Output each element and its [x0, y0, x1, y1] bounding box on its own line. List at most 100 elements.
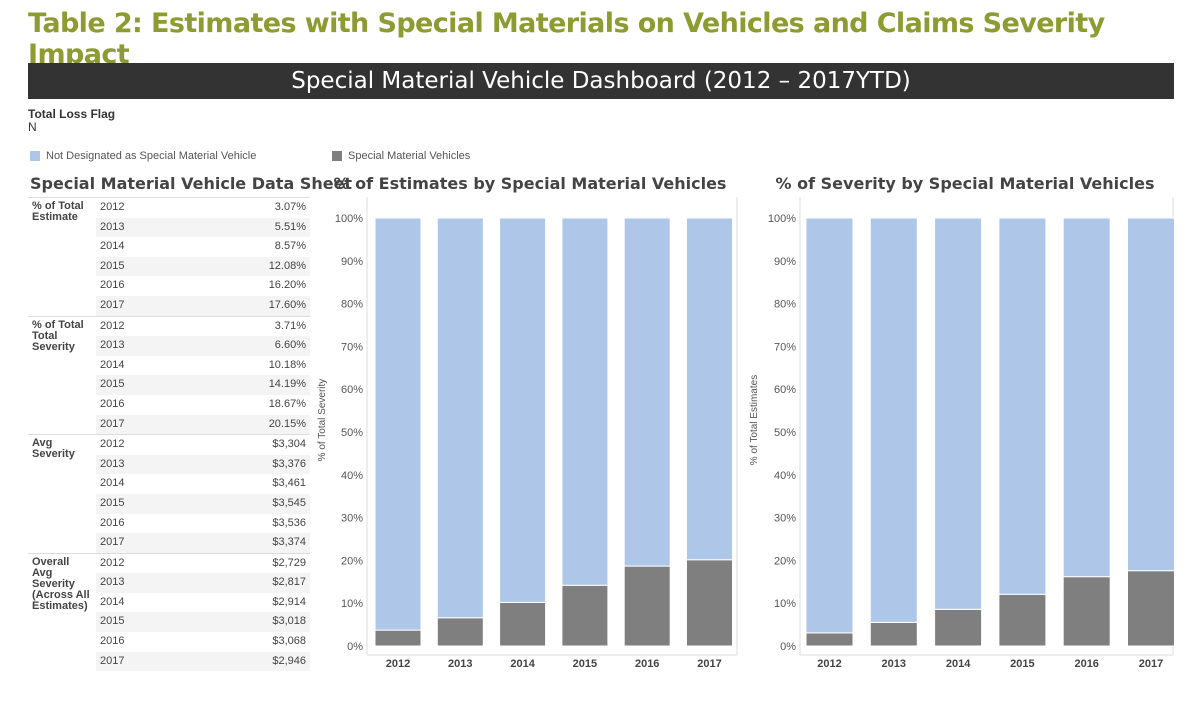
- value-cell: $3,018: [185, 612, 310, 633]
- group-label: % of Total Total Severity: [28, 315, 96, 435]
- y-tick-label: 50%: [341, 427, 363, 439]
- table-row: 2014 8.57%: [28, 237, 310, 257]
- year-cell: 2017: [96, 651, 186, 672]
- value-cell: 10.18%: [268, 358, 306, 371]
- bar-not-designated[interactable]: [686, 217, 733, 561]
- year-cell: 2015: [96, 612, 186, 633]
- year-cell: 2014: [100, 595, 125, 608]
- bar-not-designated[interactable]: [805, 217, 854, 634]
- group-label: Avg Severity: [28, 434, 96, 554]
- value-cell: $2,946: [185, 651, 310, 672]
- chart-title: % of Estimates by Special Material Vehic…: [333, 174, 727, 193]
- value-cell: $3,374: [185, 533, 310, 554]
- group-label: % of Total Estimate: [28, 197, 96, 317]
- x-tick-label: 2012: [386, 658, 410, 670]
- bar-special-material[interactable]: [374, 629, 422, 647]
- table-row: 2016 $3,536: [28, 514, 310, 534]
- x-tick-label: 2013: [448, 658, 472, 670]
- bar-special-material[interactable]: [998, 593, 1047, 647]
- value-cell: $3,545: [185, 493, 310, 514]
- year-cell: 2016: [100, 635, 125, 648]
- year-cell: 2015: [96, 375, 186, 395]
- year-cell: 2014: [100, 358, 125, 371]
- group-label: Overall Avg Severity (Across All Estimat…: [28, 552, 96, 672]
- year-cell: 2012: [96, 315, 186, 337]
- bar-not-designated[interactable]: [1127, 217, 1175, 572]
- bar-special-material[interactable]: [934, 608, 983, 647]
- bar-not-designated[interactable]: [623, 217, 671, 567]
- value-cell: 3.07%: [185, 196, 310, 218]
- y-tick-label: 0%: [347, 641, 363, 653]
- x-tick-label: 2017: [1139, 658, 1163, 670]
- bar-special-material[interactable]: [561, 584, 609, 647]
- year-cell: 2016: [100, 516, 125, 529]
- value-cell: 3.71%: [185, 315, 310, 337]
- table-row: 2016 $3,068: [28, 632, 310, 652]
- x-tick-label: 2017: [697, 658, 721, 670]
- table-row: 2014 10.18%: [28, 356, 310, 376]
- bar-special-material[interactable]: [869, 621, 918, 647]
- table-row: 2017 $2,946: [28, 651, 310, 672]
- legend-item-special[interactable]: Special Material Vehicles: [332, 150, 470, 162]
- y-tick-label: 90%: [341, 256, 363, 268]
- year-cell: 2012: [96, 552, 186, 574]
- year-cell: 2013: [96, 217, 186, 238]
- x-tick-label: 2014: [946, 658, 971, 670]
- table-row: % of Total Total Severity 2012 3.71%: [28, 315, 310, 435]
- bar-special-material[interactable]: [623, 565, 671, 647]
- year-cell: 2014: [100, 477, 125, 490]
- filter-value[interactable]: N: [28, 120, 37, 134]
- bar-not-designated[interactable]: [499, 217, 547, 603]
- table-row: 2013 $3,376: [28, 454, 310, 475]
- value-cell: $2,729: [185, 552, 310, 574]
- bar-not-designated[interactable]: [1062, 217, 1111, 578]
- x-tick-label: 2015: [1010, 658, 1034, 670]
- legend-label: Not Designated as Special Material Vehic…: [46, 150, 257, 162]
- dashboard-banner: Special Material Vehicle Dashboard (2012…: [28, 63, 1174, 99]
- page-title: Table 2: Estimates with Special Material…: [28, 8, 1105, 70]
- bar-not-designated[interactable]: [869, 217, 918, 623]
- y-tick-label: 0%: [780, 641, 796, 653]
- year-cell: 2017: [96, 533, 186, 554]
- bar-special-material[interactable]: [1062, 576, 1111, 647]
- bar-special-material[interactable]: [1127, 570, 1175, 647]
- table-row: 2014 $2,914: [28, 593, 310, 613]
- bar-special-material[interactable]: [686, 559, 733, 647]
- bar-not-designated[interactable]: [934, 217, 983, 610]
- y-tick-label: 80%: [774, 299, 796, 311]
- bar-not-designated[interactable]: [561, 217, 609, 586]
- year-cell: 2016: [100, 397, 125, 410]
- x-tick-label: 2016: [635, 658, 659, 670]
- bar-special-material[interactable]: [805, 632, 854, 647]
- value-cell: 12.08%: [185, 256, 310, 277]
- y-tick-label: 30%: [774, 513, 796, 525]
- x-tick-label: 2016: [1074, 658, 1098, 670]
- year-cell: 2013: [96, 336, 186, 356]
- x-tick-label: 2014: [510, 658, 535, 670]
- year-cell: 2015: [96, 256, 186, 277]
- y-tick-label: 10%: [774, 598, 796, 610]
- y-tick-label: 10%: [341, 598, 363, 610]
- bar-not-designated[interactable]: [436, 217, 484, 619]
- bar-special-material[interactable]: [499, 601, 547, 647]
- year-cell: 2012: [96, 196, 186, 218]
- x-tick-label: 2015: [573, 658, 597, 670]
- value-cell: $3,376: [185, 454, 310, 475]
- bar-not-designated[interactable]: [374, 217, 422, 631]
- bar-not-designated[interactable]: [998, 217, 1047, 595]
- table-row: 2017 17.60%: [28, 295, 310, 317]
- value-cell: 17.60%: [185, 295, 310, 317]
- table-row: 2015 12.08%: [28, 256, 310, 277]
- year-cell: 2012: [96, 434, 186, 455]
- value-cell: 16.20%: [268, 279, 306, 292]
- value-cell: 5.51%: [185, 217, 310, 238]
- y-tick-label: 80%: [341, 299, 363, 311]
- y-tick-label: 50%: [774, 427, 796, 439]
- value-cell: 20.15%: [185, 414, 310, 435]
- y-tick-label: 20%: [341, 555, 363, 567]
- x-tick-label: 2012: [817, 658, 841, 670]
- y-tick-label: 40%: [341, 470, 363, 482]
- bar-special-material[interactable]: [436, 617, 484, 647]
- legend-item-not-designated[interactable]: Not Designated as Special Material Vehic…: [30, 150, 256, 162]
